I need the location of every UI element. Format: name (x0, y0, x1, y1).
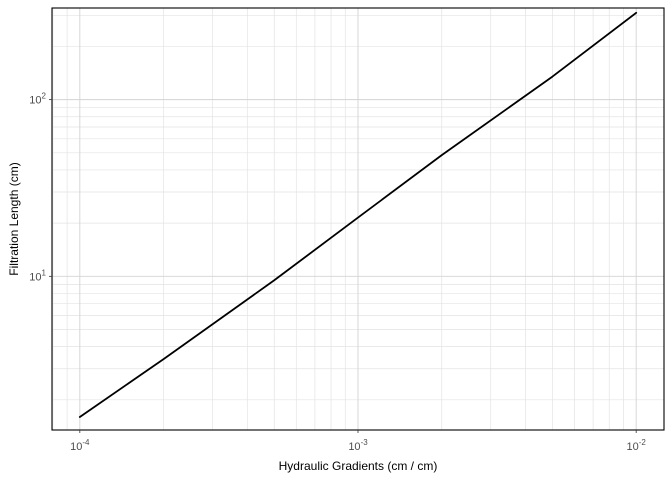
y-axis-title: Filtration Length (cm) (7, 162, 21, 275)
x-axis-ticks: 10-4 10-3 10-2 (70, 430, 646, 453)
major-gridlines (52, 8, 664, 430)
y-tick-label: 101 (29, 268, 46, 283)
series-line-0 (78, 11, 638, 418)
x-tick-label: 10-3 (348, 438, 368, 453)
y-axis-ticks: 101 102 (29, 92, 52, 283)
x-tick-label: 10-2 (626, 438, 646, 453)
x-tick-label: 10-4 (70, 438, 90, 453)
series-layer (78, 11, 638, 418)
x-axis-title: Hydraulic Gradients (cm / cm) (279, 459, 438, 473)
y-tick-label: 102 (29, 92, 46, 107)
